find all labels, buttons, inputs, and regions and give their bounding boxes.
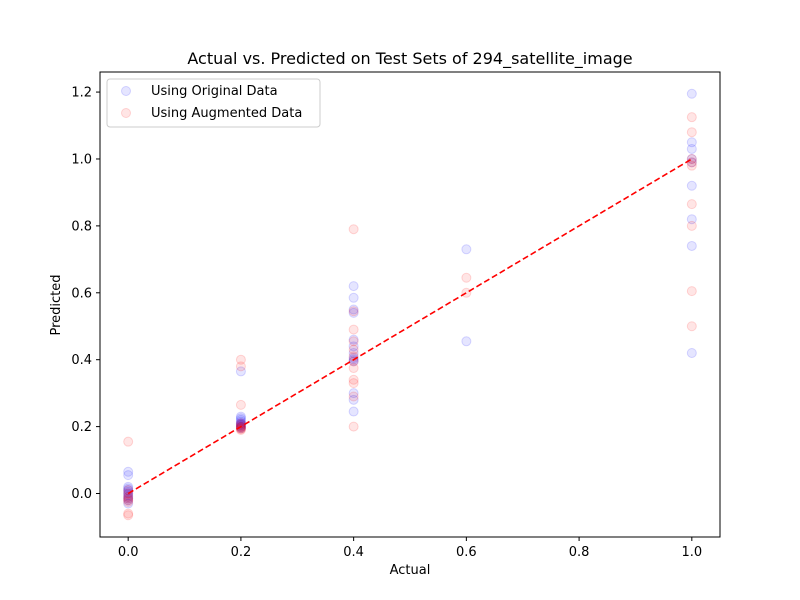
augmented-data-point xyxy=(123,495,134,506)
augmented-data-point xyxy=(686,127,697,138)
reference-line xyxy=(127,158,693,495)
x-tick-label: 0.4 xyxy=(343,545,364,560)
legend-box xyxy=(106,78,321,128)
original-data-point xyxy=(686,137,697,148)
original-data-point xyxy=(686,240,697,251)
y-tick-label: 0.6 xyxy=(71,286,92,301)
augmented-data-point xyxy=(348,421,359,432)
y-tick-label: 0.0 xyxy=(71,487,92,502)
augmented-data-point xyxy=(348,224,359,235)
augmented-data-point xyxy=(348,324,359,335)
original-data-point xyxy=(123,470,134,481)
original-data-point xyxy=(686,348,697,359)
original-data-point xyxy=(348,304,359,315)
augmented-data-point xyxy=(461,272,472,283)
legend-label-original: Using Original Data xyxy=(151,84,278,99)
legend-marker-augmented xyxy=(121,108,131,118)
original-data-point xyxy=(686,180,697,191)
augmented-data-point xyxy=(235,361,246,372)
augmented-data-point xyxy=(123,491,134,502)
y-tick-label: 1.2 xyxy=(71,86,92,101)
original-data-point xyxy=(348,334,359,345)
augmented-data-point xyxy=(123,496,134,507)
original-data-point xyxy=(686,214,697,225)
y-tick-label: 0.4 xyxy=(71,353,92,368)
augmented-data-point xyxy=(686,286,697,297)
original-data-point xyxy=(348,292,359,303)
original-data-point xyxy=(348,341,359,352)
augmented-data-point xyxy=(348,363,359,374)
plot-area xyxy=(100,72,720,537)
original-data-point xyxy=(123,495,134,506)
original-data-point xyxy=(235,411,246,422)
augmented-data-point xyxy=(348,344,359,355)
augmented-data-point xyxy=(348,378,359,389)
augmented-data-point xyxy=(686,199,697,210)
augmented-data-point xyxy=(348,306,359,317)
augmented-data-point xyxy=(235,399,246,410)
augmented-data-point xyxy=(235,423,246,434)
plot-frame xyxy=(99,71,721,538)
augmented-data-point xyxy=(348,374,359,385)
augmented-data-point xyxy=(123,436,134,447)
original-data-point xyxy=(348,406,359,417)
augmented-data-point xyxy=(686,160,697,171)
original-data-point xyxy=(235,414,246,425)
y-tick-label: 0.2 xyxy=(71,420,92,435)
original-data-point xyxy=(123,486,134,497)
augmented-data-point xyxy=(686,220,697,231)
original-data-point xyxy=(348,388,359,399)
augmented-data-point xyxy=(348,336,359,347)
x-tick-label: 0.6 xyxy=(456,545,477,560)
original-data-point xyxy=(686,143,697,154)
chart-title: Actual vs. Predicted on Test Sets of 294… xyxy=(187,49,632,69)
augmented-data-point xyxy=(686,112,697,123)
original-data-point xyxy=(123,491,134,502)
original-data-point xyxy=(235,413,246,424)
x-tick-label: 0.0 xyxy=(118,545,139,560)
augmented-data-point xyxy=(123,493,134,504)
augmented-data-point xyxy=(686,321,697,332)
y-tick-label: 0.8 xyxy=(71,219,92,234)
x-tick-label: 1.0 xyxy=(681,545,702,560)
x-axis-label: Actual xyxy=(390,563,431,578)
y-axis: 0.0 0.2 0.4 0.6 0.8 1.0 1.2 xyxy=(71,86,100,502)
original-data-point xyxy=(686,88,697,99)
original-data-point xyxy=(235,366,246,377)
augmented-data-point xyxy=(123,508,134,519)
x-tick-label: 0.8 xyxy=(569,545,590,560)
legend-marker-original xyxy=(121,86,131,96)
original-data-point xyxy=(123,493,134,504)
original-data-point xyxy=(123,466,134,477)
augmented-data-point xyxy=(348,391,359,402)
legend: Using Original Data Using Augmented Data xyxy=(106,78,321,128)
original-data-point xyxy=(123,498,134,509)
original-data-point xyxy=(461,336,472,347)
original-data-point xyxy=(348,307,359,318)
x-tick-label: 0.2 xyxy=(231,545,252,560)
original-data-point xyxy=(235,423,246,434)
y-tick-label: 1.0 xyxy=(71,152,92,167)
data-points xyxy=(123,88,697,521)
augmented-data-point xyxy=(123,510,134,521)
y-axis-label: Predicted xyxy=(49,274,64,335)
original-data-point xyxy=(348,348,359,359)
original-data-point xyxy=(348,394,359,405)
original-data-point xyxy=(348,353,359,364)
original-data-point xyxy=(348,281,359,292)
original-data-point xyxy=(461,244,472,255)
x-axis: 0.0 0.2 0.4 0.6 0.8 1.0 xyxy=(118,537,702,560)
augmented-data-point xyxy=(235,354,246,365)
original-data-point xyxy=(123,481,134,492)
legend-label-augmented: Using Augmented Data xyxy=(151,106,302,121)
